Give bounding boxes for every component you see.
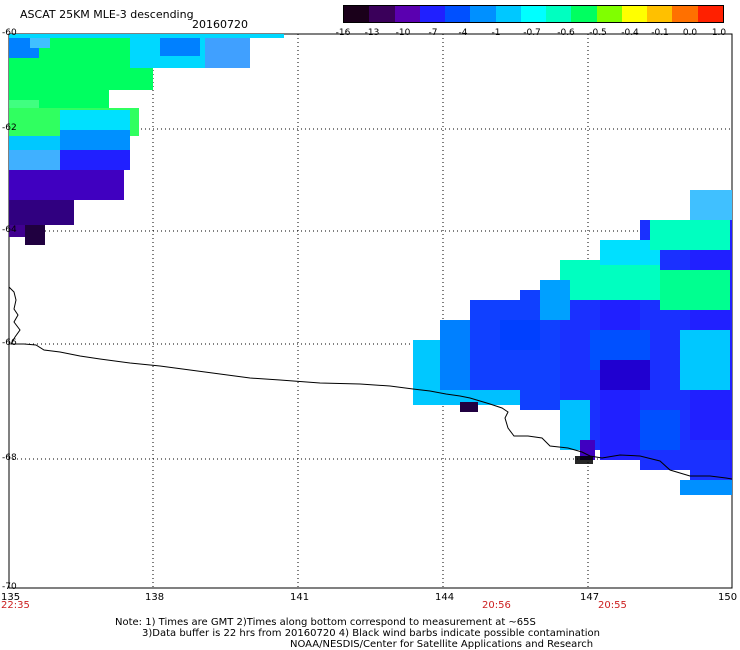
x-tick-label: 147 bbox=[580, 592, 600, 603]
colorbar-label: -10 bbox=[395, 28, 411, 38]
wind-cell bbox=[60, 130, 130, 150]
colorbar-swatch bbox=[546, 6, 572, 22]
wind-cell bbox=[9, 170, 124, 200]
x-tick-label: 150 bbox=[718, 592, 738, 603]
colorbar-swatch bbox=[470, 6, 496, 22]
colorbar-label: -1 bbox=[491, 28, 501, 38]
wind-cell bbox=[9, 34, 284, 38]
colorbar-label: -0.4 bbox=[621, 28, 639, 38]
coastline bbox=[8, 286, 733, 480]
wind-cell bbox=[60, 150, 130, 170]
wind-cell bbox=[500, 320, 540, 350]
time-left: 22:35 bbox=[1, 600, 30, 611]
wind-cell bbox=[108, 68, 153, 90]
wind-cell bbox=[440, 390, 520, 405]
colorbar-swatch bbox=[621, 6, 648, 22]
wind-cell bbox=[460, 402, 478, 412]
wind-cell bbox=[160, 38, 200, 56]
wind-cell bbox=[60, 110, 130, 130]
y-tick-label: -70 bbox=[2, 582, 17, 592]
colorbar-swatch bbox=[419, 6, 446, 22]
colorbar-swatch bbox=[495, 6, 521, 22]
note-line-2: 3)Data buffer is 22 hrs from 20160720 4)… bbox=[142, 628, 600, 639]
y-tick-label: -60 bbox=[2, 28, 17, 38]
colorbar-label: -7 bbox=[428, 28, 438, 38]
ice-edge-feature bbox=[575, 456, 593, 464]
x-tick-label: 141 bbox=[290, 592, 310, 603]
x-tick-label: 135 bbox=[1, 592, 21, 603]
note-line-1: Note: 1) Times are GMT 2)Times along bot… bbox=[115, 617, 536, 628]
note-line-3: NOAA/NESDIS/Center for Satellite Applica… bbox=[290, 639, 594, 650]
wind-cell bbox=[9, 150, 69, 170]
wind-cell bbox=[30, 38, 50, 48]
y-tick-label: -62 bbox=[2, 123, 17, 133]
y-tick-label: -64 bbox=[2, 225, 17, 235]
wind-cell bbox=[205, 38, 250, 68]
wind-cell bbox=[640, 410, 680, 450]
wind-cell bbox=[600, 360, 650, 390]
colorbar-label: -0.5 bbox=[589, 28, 607, 38]
colorbar bbox=[343, 5, 724, 23]
colorbar-label: -16 bbox=[335, 28, 351, 38]
colorbar-label: -0.7 bbox=[523, 28, 541, 38]
colorbar-swatch bbox=[394, 6, 420, 22]
wind-cell bbox=[9, 100, 39, 110]
wind-cell bbox=[9, 225, 25, 237]
colorbar-swatch bbox=[596, 6, 622, 22]
colorbar-swatch bbox=[697, 6, 723, 22]
time-mid: 20:56 bbox=[482, 600, 511, 611]
x-tick-label: 144 bbox=[435, 592, 455, 603]
colorbar-swatch bbox=[520, 6, 547, 22]
time-right: 20:55 bbox=[598, 600, 627, 611]
wind-cell bbox=[580, 440, 595, 460]
wind-cell bbox=[560, 260, 660, 300]
wind-cell bbox=[690, 440, 730, 480]
colorbar-label: 0.0 bbox=[682, 28, 698, 38]
y-tick-label: -66 bbox=[2, 338, 17, 348]
wind-cell bbox=[660, 270, 730, 310]
map-date: 20160720 bbox=[192, 18, 248, 31]
wind-swaths bbox=[9, 34, 732, 495]
colorbar-label: -0.6 bbox=[557, 28, 575, 38]
colorbar-swatch bbox=[369, 6, 395, 22]
y-tick-label: -68 bbox=[2, 453, 17, 463]
colorbar-swatch bbox=[672, 6, 698, 22]
colorbar-label: -0.1 bbox=[651, 28, 669, 38]
wind-cell bbox=[690, 190, 732, 220]
wind-cell bbox=[680, 480, 732, 495]
wind-cell bbox=[9, 200, 74, 225]
colorbar-label: 1.0 bbox=[711, 28, 727, 38]
colorbar-label: -4 bbox=[458, 28, 468, 38]
wind-cell bbox=[650, 220, 730, 250]
colorbar-label: -13 bbox=[364, 28, 380, 38]
colorbar-swatch bbox=[344, 6, 370, 22]
colorbar-swatch bbox=[647, 6, 673, 22]
colorbar-swatch bbox=[571, 6, 597, 22]
wind-cell bbox=[540, 280, 570, 320]
colorbar-swatch bbox=[445, 6, 471, 22]
wind-cell bbox=[25, 225, 45, 245]
x-tick-label: 138 bbox=[145, 592, 165, 603]
wind-cell bbox=[680, 330, 730, 390]
map-title: ASCAT 25KM MLE-3 descending bbox=[20, 8, 194, 21]
